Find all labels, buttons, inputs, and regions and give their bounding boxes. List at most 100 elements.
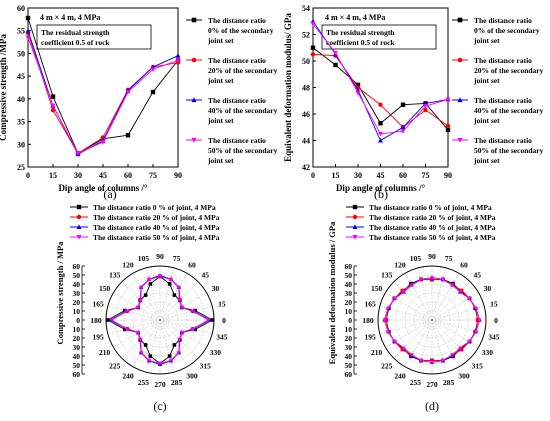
angle-tick-label: 225	[109, 361, 121, 370]
legend-label: The distance ratio	[208, 56, 266, 65]
annotation-line: The residual strength	[41, 28, 110, 37]
polar-chart-c: 0153045607590105120135150165180195210225…	[55, 203, 228, 389]
data-point	[136, 305, 141, 310]
angle-tick-label: 180	[362, 316, 374, 325]
data-point	[206, 318, 211, 323]
angle-tick-label: 15	[218, 299, 226, 308]
angle-tick-label: 60	[188, 261, 196, 270]
legend-label: 40% of the secondary	[474, 106, 544, 115]
grid-spoke	[404, 273, 433, 321]
y-tick-label: 54	[302, 4, 310, 13]
grid-spoke	[159, 305, 213, 321]
radial-tick-label: 30	[73, 289, 81, 298]
annotation-box	[321, 24, 437, 50]
y-tick-label: 46	[302, 110, 310, 119]
angle-tick-label: 255	[138, 378, 150, 387]
data-point	[150, 67, 156, 72]
legend-marker	[76, 224, 82, 229]
angle-tick-label: 0	[222, 316, 226, 325]
radial-tick-label: 40	[345, 280, 353, 289]
data-point	[25, 28, 31, 33]
data-point	[75, 151, 81, 157]
data-point	[355, 90, 361, 96]
data-point	[177, 298, 182, 303]
legend-label: 20% of the secondary	[208, 66, 278, 75]
data-point	[445, 127, 451, 133]
data-point	[168, 277, 173, 282]
radial-tick-label: 30	[345, 343, 353, 352]
y-tick-label: 44	[302, 137, 310, 146]
data-point	[147, 358, 152, 363]
y-axis-label: Compressive strength /MPa	[0, 34, 8, 141]
x-tick-label: 90	[174, 171, 182, 180]
caption-d: (d)	[425, 399, 439, 413]
annotation-line: coefficient 0.5 of rock	[41, 38, 110, 47]
legend-label: The distance ratio	[208, 16, 266, 25]
grid-spoke	[417, 267, 433, 321]
legend-marker	[457, 57, 463, 63]
angle-tick-label: 330	[210, 348, 222, 357]
y-axis-label: Equivalent deformation modulus/ GPa	[283, 13, 293, 162]
angle-tick-label: 105	[138, 254, 150, 263]
data-point	[392, 339, 397, 344]
legend-label: 0% of the secondary	[208, 26, 274, 35]
angle-tick-label: 45	[202, 271, 210, 280]
legend-label: The distance ratio 50 % of joint, 4 MPa	[93, 233, 220, 242]
data-point	[143, 293, 148, 297]
legend-label: The distance ratio	[208, 96, 266, 105]
data-point	[50, 94, 56, 99]
radial-axis-label: Equivalent deformation modulus / GPa	[327, 221, 337, 364]
angle-tick-label: 315	[200, 361, 212, 370]
data-point	[179, 330, 184, 335]
angle-tick-label: 225	[381, 361, 393, 370]
legend-marker	[191, 57, 197, 63]
legend-marker	[76, 214, 82, 220]
angle-tick-label: 165	[365, 299, 377, 308]
legend-label: The distance ratio	[474, 16, 532, 25]
data-point	[382, 318, 387, 323]
legend-label: The distance ratio 20 % of joint, 4 MPa	[93, 213, 220, 222]
legend-label: joint set	[473, 36, 500, 45]
angle-tick-label: 315	[472, 361, 484, 370]
polar-chart-d: 0153045607590105120135150165180195210225…	[327, 203, 500, 389]
x-tick-label: 75	[422, 171, 430, 180]
grid-spoke	[107, 319, 161, 335]
angle-tick-label: 15	[490, 299, 498, 308]
legend-label: 40% of the secondary	[208, 106, 278, 115]
legend-marker	[352, 235, 358, 240]
data-point	[100, 140, 106, 145]
legend-label: The distance ratio	[474, 136, 532, 145]
x-tick-label: 30	[354, 171, 362, 180]
data-point	[125, 90, 131, 95]
angle-tick-label: 90	[428, 252, 436, 261]
angle-tick-label: 270	[426, 380, 438, 389]
data-point	[333, 51, 338, 56]
angle-tick-label: 135	[381, 271, 393, 280]
x-tick-label: 0	[311, 171, 315, 180]
caption-a: (a)	[103, 187, 116, 201]
annotation-line: The residual strength	[326, 28, 395, 37]
angle-tick-label: 0	[494, 316, 498, 325]
legend-marker	[76, 204, 82, 210]
data-point	[378, 137, 383, 143]
angle-tick-label: 165	[93, 299, 105, 308]
radial-tick-label: 40	[345, 352, 353, 361]
grid-spoke	[431, 273, 460, 321]
angle-tick-label: 45	[474, 271, 482, 280]
data-point	[172, 343, 177, 347]
data-point	[147, 277, 152, 282]
grid-spoke	[431, 319, 447, 373]
data-point	[106, 318, 110, 322]
angle-tick-label: 210	[371, 348, 383, 357]
legend-marker	[352, 224, 358, 229]
annotation-line: coefficient 0.5 of rock	[326, 38, 395, 47]
legend-label: 50% of the secondary	[208, 146, 278, 155]
angle-tick-label: 240	[394, 371, 406, 380]
legend-marker	[191, 17, 197, 23]
legend-marker	[352, 204, 358, 210]
y-tick-label: 48	[302, 84, 310, 93]
grid-spoke	[159, 319, 213, 335]
grid-spoke	[107, 305, 161, 321]
radial-tick-label: 40	[73, 352, 81, 361]
legend-marker	[457, 137, 463, 143]
